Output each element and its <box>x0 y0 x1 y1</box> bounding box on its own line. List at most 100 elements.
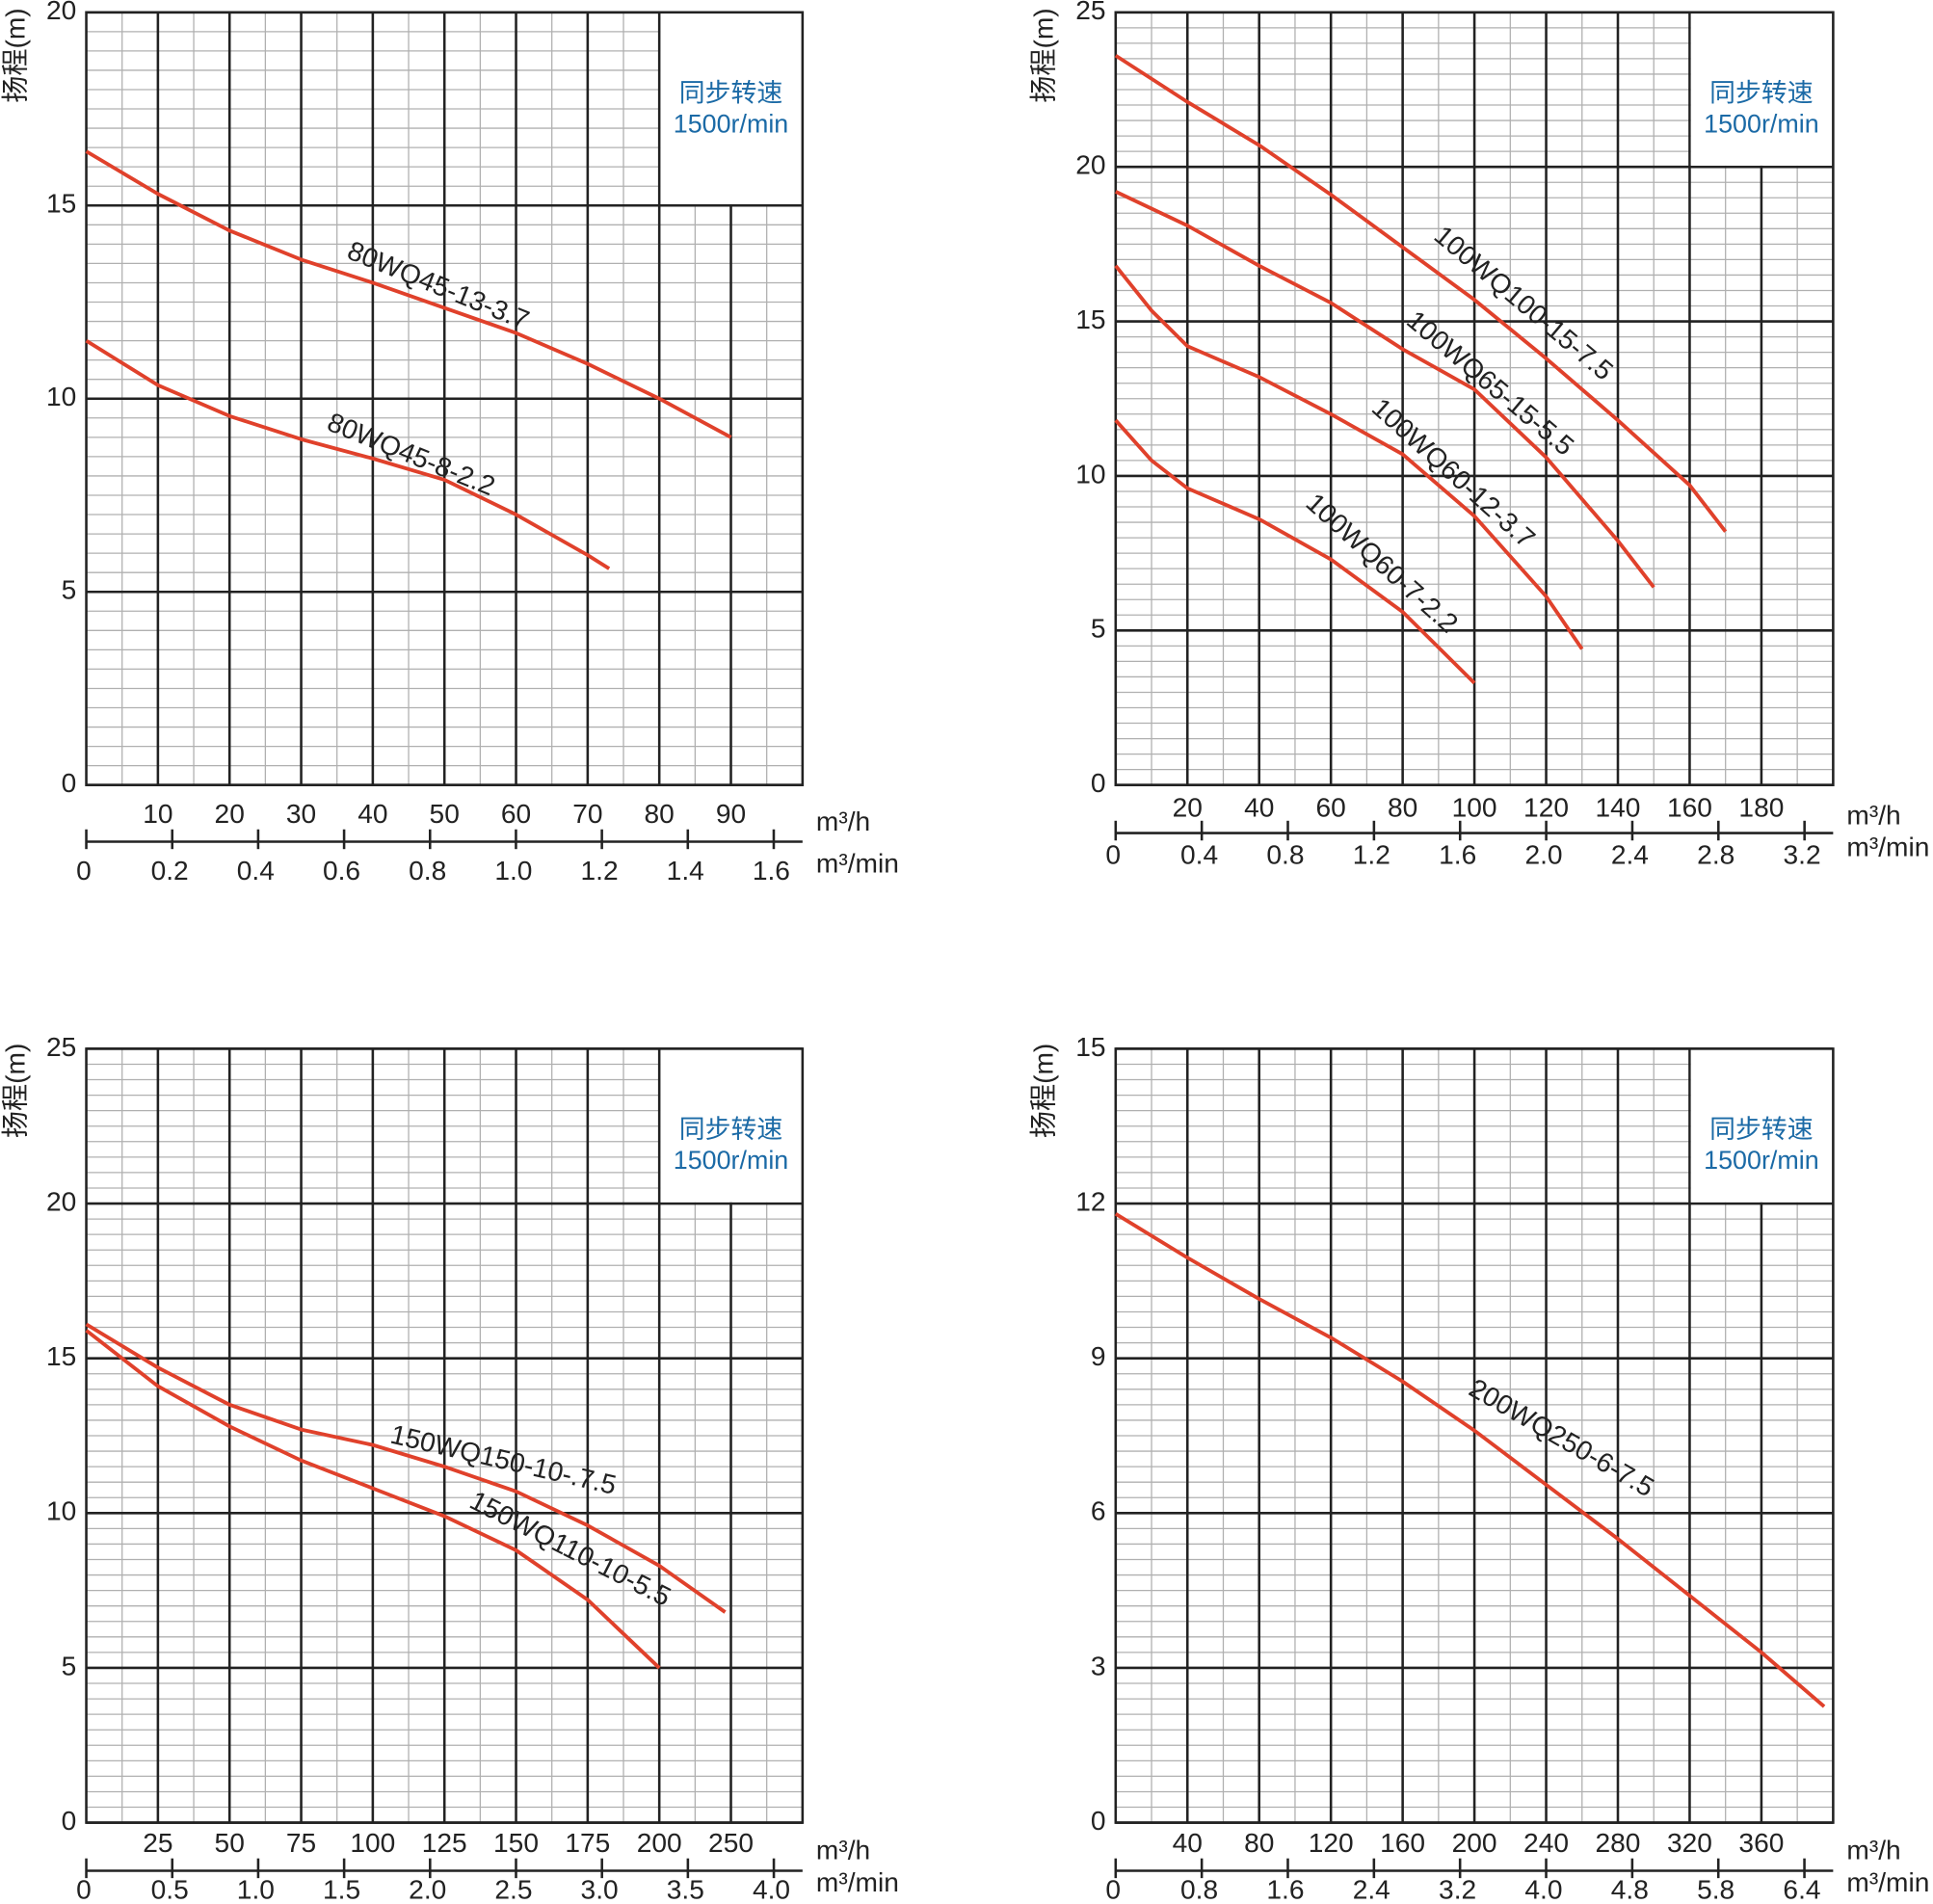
x2-tick-label: 0 <box>76 856 92 886</box>
x-tick-label: 320 <box>1667 1828 1712 1858</box>
plot-frame <box>85 1047 805 1824</box>
y-tick-label: 15 <box>1075 1032 1105 1062</box>
x-tick-label: 60 <box>1316 793 1346 823</box>
x2-tick-label: 1.6 <box>753 856 790 886</box>
plot-frame <box>85 11 805 786</box>
y-tick-label: 15 <box>1075 304 1105 334</box>
y-tick-label: 25 <box>1075 0 1105 25</box>
curve-label: 150WQ110-10-5.5 <box>465 1485 675 1612</box>
annotation-box <box>660 12 803 204</box>
y-tick-label: 25 <box>46 1032 76 1062</box>
curve <box>85 149 732 439</box>
x-tick-label: 20 <box>1173 793 1203 823</box>
x-tick-label: 240 <box>1523 1828 1569 1858</box>
annotation: 1500r/min <box>674 110 788 139</box>
curve <box>1114 418 1476 685</box>
y-tick-label: 10 <box>1075 459 1105 489</box>
curve <box>85 1329 661 1670</box>
x-axis-label: m³/h <box>816 1836 870 1865</box>
x2-tick-label: 6.4 <box>1783 1875 1820 1904</box>
x-axis-label: m³/h <box>1846 800 1900 830</box>
annotation: 1500r/min <box>1704 1146 1818 1175</box>
x-tick-label: 50 <box>430 799 460 829</box>
x2-axis-label: m³/min <box>1846 833 1929 862</box>
y-tick-label: 10 <box>46 1496 76 1526</box>
x2-tick-label: 1.4 <box>667 856 704 886</box>
x2-tick-label: 4.0 <box>1524 1875 1562 1904</box>
x-tick-label: 40 <box>357 799 387 829</box>
x2-axis-label: m³/min <box>816 848 899 878</box>
y-axis-label: 扬程(m) <box>0 1044 30 1138</box>
curve <box>1114 1212 1826 1708</box>
y-tick-label: 20 <box>46 1186 76 1216</box>
y-tick-label: 0 <box>62 1806 77 1836</box>
x-tick-label: 80 <box>645 799 675 829</box>
x-axis-label: m³/h <box>816 807 870 836</box>
x2-tick-label: 0.2 <box>151 856 189 886</box>
curve-label: 200WQ250-6-7.5 <box>1464 1373 1658 1503</box>
annotation: 1500r/min <box>1704 110 1818 139</box>
y-tick-label: 20 <box>46 0 76 25</box>
x-tick-label: 40 <box>1173 1828 1203 1858</box>
x2-tick-label: 1.0 <box>237 1875 275 1904</box>
x-tick-label: 140 <box>1596 793 1641 823</box>
y-tick-label: 10 <box>46 382 76 411</box>
x-tick-label: 160 <box>1667 793 1712 823</box>
y-tick-label: 15 <box>46 1341 76 1371</box>
x2-tick-label: 0 <box>76 1875 92 1904</box>
x2-tick-label: 2.4 <box>1353 1875 1390 1904</box>
y-tick-label: 6 <box>1091 1496 1106 1526</box>
x2-tick-label: 0.4 <box>237 856 275 886</box>
x-tick-label: 250 <box>708 1828 754 1858</box>
x2-tick-label: 2.5 <box>494 1875 532 1904</box>
y-tick-label: 0 <box>1091 768 1106 798</box>
x2-axis-label: m³/min <box>1846 1867 1929 1897</box>
annotation: 同步转速 <box>1709 79 1813 108</box>
x2-tick-label: 3.2 <box>1439 1875 1476 1904</box>
x-tick-label: 360 <box>1738 1828 1784 1858</box>
x-tick-label: 80 <box>1388 793 1417 823</box>
x2-tick-label: 3.2 <box>1784 839 1821 869</box>
x-tick-label: 20 <box>215 799 245 829</box>
x-tick-label: 125 <box>422 1828 467 1858</box>
x2-tick-label: 1.6 <box>1439 839 1476 869</box>
x2-tick-label: 0 <box>1105 839 1121 869</box>
y-tick-label: 0 <box>62 768 77 798</box>
x2-tick-label: 2.4 <box>1611 839 1649 869</box>
x2-tick-label: 1.2 <box>581 856 619 886</box>
x-tick-label: 160 <box>1380 1828 1425 1858</box>
x2-tick-label: 1.0 <box>494 856 532 886</box>
x-tick-label: 60 <box>501 799 531 829</box>
x2-axis-label: m³/min <box>816 1867 899 1897</box>
x2-tick-label: 0.5 <box>151 1875 189 1904</box>
x2-tick-label: 2.0 <box>409 1875 446 1904</box>
x2-tick-label: 1.5 <box>323 1875 360 1904</box>
x-tick-label: 100 <box>1452 793 1497 823</box>
x2-tick-label: 0.6 <box>323 856 360 886</box>
annotation: 同步转速 <box>679 1115 782 1144</box>
x2-tick-label: 1.2 <box>1353 839 1390 869</box>
x-tick-label: 10 <box>143 799 172 829</box>
x2-tick-label: 0.4 <box>1180 839 1218 869</box>
y-axis-label: 扬程(m) <box>1028 8 1058 102</box>
annotation: 同步转速 <box>1709 1115 1813 1144</box>
x-tick-label: 40 <box>1244 793 1274 823</box>
x2-tick-label: 0.8 <box>1266 839 1304 869</box>
curve <box>1114 54 1728 533</box>
x-tick-label: 30 <box>286 799 316 829</box>
x-tick-label: 90 <box>716 799 746 829</box>
y-tick-label: 15 <box>46 189 76 219</box>
x-tick-label: 180 <box>1738 793 1784 823</box>
plot-frame <box>1114 11 1835 786</box>
annotation-box <box>1690 1048 1834 1203</box>
annotation-box <box>660 1048 803 1203</box>
x2-tick-label: 3.0 <box>581 1875 619 1904</box>
x-axis-label: m³/h <box>1846 1836 1900 1865</box>
y-tick-label: 5 <box>62 1651 77 1680</box>
x2-tick-label: 3.5 <box>667 1875 704 1904</box>
x2-tick-label: 4.0 <box>753 1875 790 1904</box>
curve <box>1114 190 1655 589</box>
curve <box>85 1322 727 1614</box>
x-tick-label: 70 <box>572 799 602 829</box>
